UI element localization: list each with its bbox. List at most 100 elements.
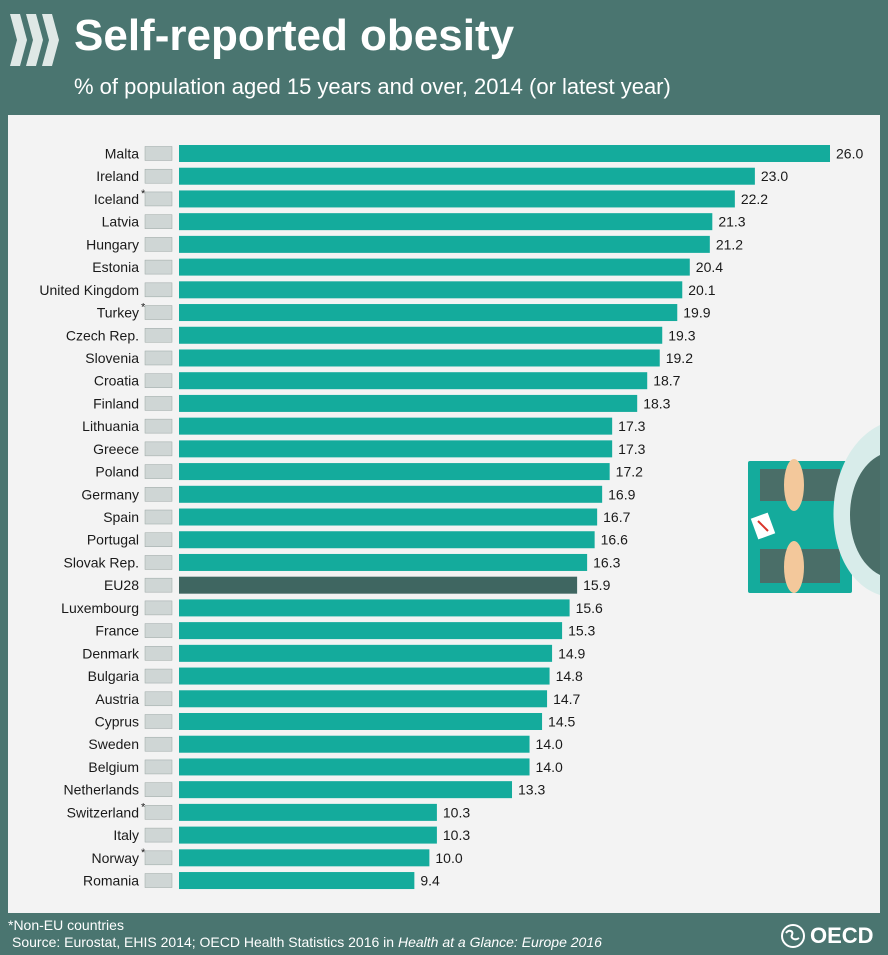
bathroom-scale-illustration <box>748 425 880 595</box>
flag-icon <box>144 532 173 547</box>
category-label: Malta <box>105 146 139 162</box>
category-label: Belgium <box>88 759 139 775</box>
bar <box>179 735 530 753</box>
category-label: Finland <box>93 395 139 411</box>
oecd-logo-text: OECD <box>810 923 874 948</box>
category-label: Greece <box>93 441 139 457</box>
category-label: Cyprus <box>95 714 139 730</box>
value-label: 15.3 <box>568 623 595 639</box>
flag-icon <box>144 782 173 797</box>
flag-icon <box>144 805 173 820</box>
bar <box>179 304 678 322</box>
flag-icon <box>144 873 173 888</box>
flag-icon <box>144 146 173 161</box>
value-label: 13.3 <box>518 782 545 798</box>
flag-icon <box>144 168 173 184</box>
value-label: 20.1 <box>688 282 715 298</box>
category-label: Norway <box>92 850 139 866</box>
bar <box>179 758 530 776</box>
value-label: 14.8 <box>556 668 583 684</box>
flag-icon <box>144 441 173 457</box>
value-label: 14.0 <box>536 736 563 752</box>
flag-icon <box>144 509 173 525</box>
category-label: Slovak Rep. <box>64 554 139 570</box>
bar <box>179 826 437 844</box>
bar <box>179 167 755 185</box>
category-label: Bulgaria <box>88 668 140 684</box>
bar <box>179 781 513 799</box>
bar <box>179 394 638 412</box>
value-label: 9.4 <box>420 873 440 889</box>
chart-panel: Malta 26.0 Ireland 23.0 Iceland * 22.2 Latvia 21… <box>8 115 880 913</box>
value-label: 18.3 <box>643 395 670 411</box>
category-label: Turkey <box>97 305 139 321</box>
category-label: Italy <box>113 827 139 843</box>
oecd-logo: OECD <box>780 923 874 949</box>
value-label: 16.9 <box>608 486 635 502</box>
bar <box>179 235 710 253</box>
flag-icon <box>144 827 173 843</box>
bar <box>179 281 683 299</box>
flag-icon <box>144 191 173 207</box>
value-label: 14.7 <box>553 691 580 707</box>
bar <box>179 440 613 458</box>
value-label: 14.5 <box>548 714 575 730</box>
bar <box>179 622 563 640</box>
flag-icon <box>144 282 173 298</box>
source-note: Source: Eurostat, EHIS 2014; OECD Health… <box>12 934 602 951</box>
category-label: Switzerland <box>67 804 139 820</box>
bar <box>179 713 543 730</box>
non-eu-marker: * <box>141 188 146 200</box>
value-label: 10.3 <box>443 804 470 820</box>
value-label: 19.9 <box>683 305 710 321</box>
bar <box>179 145 830 162</box>
category-label: Ireland <box>96 168 139 184</box>
value-label: 18.7 <box>653 373 680 389</box>
value-label: 15.9 <box>583 577 610 593</box>
category-label: United Kingdom <box>39 282 139 298</box>
category-label: Denmark <box>82 645 140 661</box>
bar <box>179 803 437 821</box>
category-label: France <box>95 623 139 639</box>
non-eu-marker: * <box>141 801 146 813</box>
value-label: 16.6 <box>601 532 628 548</box>
flag-icon <box>144 396 173 411</box>
category-label: Romania <box>83 873 139 889</box>
flag-icon <box>144 487 173 502</box>
flag-icon <box>144 691 173 707</box>
page-title: Self-reported obesity <box>74 11 515 60</box>
value-label: 17.3 <box>618 418 645 434</box>
page-subtitle: % of population aged 15 years and over, … <box>74 74 671 99</box>
flag-icon <box>144 464 173 479</box>
footnote: *Non-EU countries <box>8 917 124 933</box>
flag-icon <box>144 373 173 388</box>
bar <box>179 417 613 435</box>
bar-highlight <box>179 576 578 594</box>
flag-icon <box>144 714 173 729</box>
value-label: 14.0 <box>536 759 563 775</box>
bar <box>179 508 598 526</box>
value-label: 22.2 <box>741 191 768 207</box>
value-label: 26.0 <box>836 146 863 162</box>
flag-icon <box>144 305 173 320</box>
category-label: Luxembourg <box>61 600 139 616</box>
flag-icon <box>144 759 173 775</box>
category-label: Hungary <box>86 236 139 252</box>
bar <box>179 872 415 890</box>
non-eu-marker: * <box>141 302 146 314</box>
value-label: 17.3 <box>618 441 645 457</box>
source-prefix: Source: Eurostat, EHIS 2014; OECD Health… <box>12 934 398 950</box>
category-label: Portugal <box>87 532 139 548</box>
category-label: Austria <box>95 691 139 707</box>
footer: *Non-EU countries Source: Eurostat, EHIS… <box>0 913 888 955</box>
value-label: 19.3 <box>668 327 695 343</box>
bar <box>179 644 553 662</box>
bar <box>179 463 610 481</box>
value-label: 17.2 <box>616 464 643 480</box>
flag-icon <box>144 259 173 275</box>
flag-icon <box>144 623 173 638</box>
bar <box>179 258 690 276</box>
category-label: EU28 <box>104 577 139 593</box>
value-label: 19.2 <box>666 350 693 366</box>
